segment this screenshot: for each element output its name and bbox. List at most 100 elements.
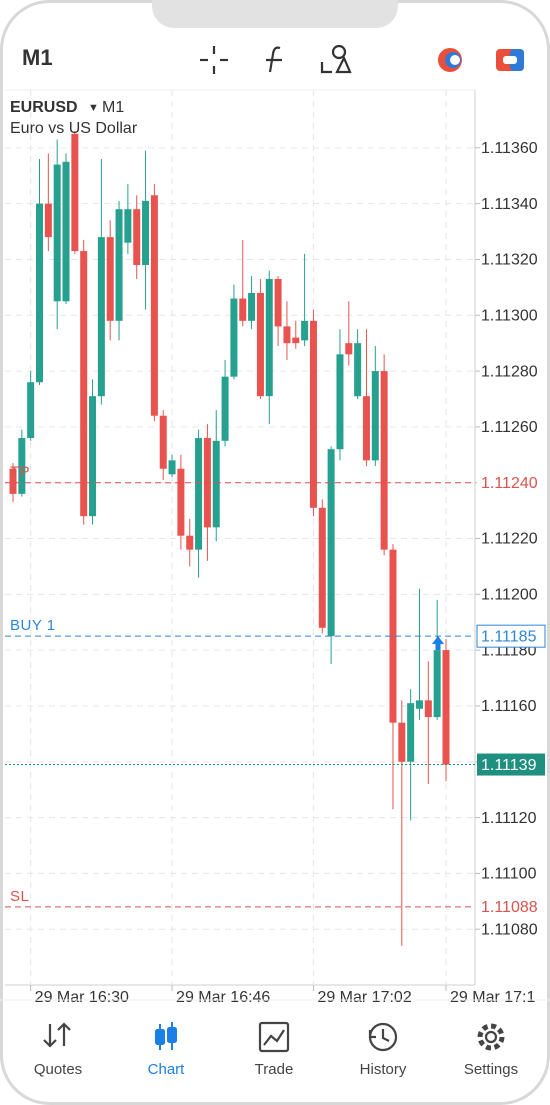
tab-label[interactable]: Chart	[148, 1061, 186, 1078]
crosshair-icon[interactable]	[200, 46, 228, 74]
x-tick-label: 29 Mar 17:1	[450, 989, 535, 1006]
level-box	[477, 471, 545, 494]
candle-body	[71, 133, 79, 252]
y-tick-label: 1.11360	[481, 140, 538, 157]
chart-timeframe: M1	[102, 99, 124, 116]
candle-body	[97, 237, 105, 397]
y-tick-label: 1.11120	[481, 810, 537, 827]
candle-body	[345, 343, 353, 355]
symbol-description: Euro vs US Dollar	[10, 120, 138, 137]
symbol[interactable]: EURUSD	[10, 99, 78, 116]
x-tick-label: 29 Mar 16:30	[35, 989, 129, 1006]
candle-body	[327, 449, 335, 637]
plot: 1.110801.111001.111201.111401.111601.111…	[5, 90, 546, 1006]
trade-tab-icon	[258, 1021, 290, 1053]
tab-label[interactable]: History	[360, 1061, 407, 1078]
level-value: 1.11240	[481, 475, 538, 492]
candle-body	[159, 415, 167, 469]
history-hands	[368, 1029, 390, 1042]
candle-body	[433, 650, 441, 718]
level-name: TP	[10, 464, 30, 481]
x-tick-label: 29 Mar 17:02	[317, 989, 411, 1006]
candle-body	[18, 438, 26, 494]
level-value: 1.11139	[481, 757, 537, 774]
candle-body	[301, 320, 309, 341]
candle-body	[212, 440, 220, 528]
candle-body	[53, 164, 61, 302]
tab-label[interactable]: Trade	[255, 1061, 294, 1078]
candle-body	[362, 396, 370, 461]
tab-bar: Quotes Chart Trade History Settings	[34, 1021, 518, 1078]
objects-icon[interactable]	[320, 44, 352, 74]
candle-body	[239, 298, 247, 321]
candle-body	[177, 468, 185, 536]
y-tick-label: 1.11320	[481, 252, 538, 269]
toolbar-icons	[200, 44, 352, 74]
symbol-caret: ▼	[88, 102, 99, 114]
buy-marker	[432, 636, 444, 650]
level-value: 1.11185	[481, 628, 537, 645]
candle-body	[415, 700, 423, 709]
candle-body	[106, 237, 114, 321]
candle-body	[89, 396, 97, 517]
level-box	[476, 624, 546, 648]
timeframe-button[interactable]: M1	[22, 45, 53, 70]
candle-body	[27, 382, 35, 439]
candle-body	[336, 354, 344, 450]
settings-gear	[477, 1023, 505, 1051]
candle-body	[371, 371, 379, 461]
candle-body	[424, 700, 432, 718]
candle-body	[248, 292, 256, 321]
candle-body	[309, 320, 317, 508]
level-name: SL	[10, 888, 29, 905]
notch	[152, 0, 398, 28]
candle-body	[230, 298, 238, 377]
candle-body	[168, 460, 176, 475]
candle-body	[62, 161, 70, 302]
tab-label[interactable]: Quotes	[34, 1061, 82, 1078]
candle-body	[142, 200, 150, 266]
candle-body	[318, 507, 326, 628]
level-name: BUY 1	[10, 617, 56, 634]
y-tick-label: 1.11280	[481, 363, 538, 380]
account-icon[interactable]	[438, 48, 462, 72]
y-tick-label: 1.11080	[481, 921, 538, 938]
y-tick-label: 1.11300	[481, 307, 538, 324]
y-tick-label: 1.11160	[481, 698, 537, 715]
candle-body	[80, 251, 88, 517]
candle-body	[354, 343, 362, 397]
level-box	[477, 895, 545, 918]
candle-body	[195, 438, 203, 550]
trade-tab-line	[263, 1029, 285, 1046]
candle-body	[44, 203, 52, 238]
quotes-icon	[43, 1022, 71, 1048]
candle-body	[150, 195, 158, 416]
y-tick-label: 1.11200	[481, 587, 538, 604]
tab-label[interactable]: Settings	[464, 1061, 518, 1078]
candle-body	[292, 337, 300, 344]
candle-body	[389, 549, 397, 723]
candle-body	[186, 535, 194, 550]
candle-body	[9, 468, 17, 494]
candle-body	[380, 371, 388, 550]
y-tick-label: 1.11260	[481, 419, 538, 436]
candle-body	[36, 203, 44, 383]
settings-center	[484, 1030, 498, 1044]
candle-body	[256, 292, 264, 397]
y-tick-label: 1.11220	[481, 531, 538, 548]
chart-tab-icon	[155, 1022, 177, 1050]
candle-body	[133, 209, 141, 266]
y-tick-label: 1.11340	[481, 196, 538, 213]
level-value: 1.11088	[481, 899, 538, 916]
trade-icon[interactable]	[496, 49, 524, 71]
candle-body	[283, 326, 291, 344]
level-box	[477, 753, 545, 776]
candle-body	[115, 209, 123, 321]
indicators-icon[interactable]	[266, 46, 282, 73]
candle-body	[398, 722, 406, 762]
candle-body	[274, 278, 282, 327]
y-tick-label: 1.11100	[481, 866, 537, 883]
